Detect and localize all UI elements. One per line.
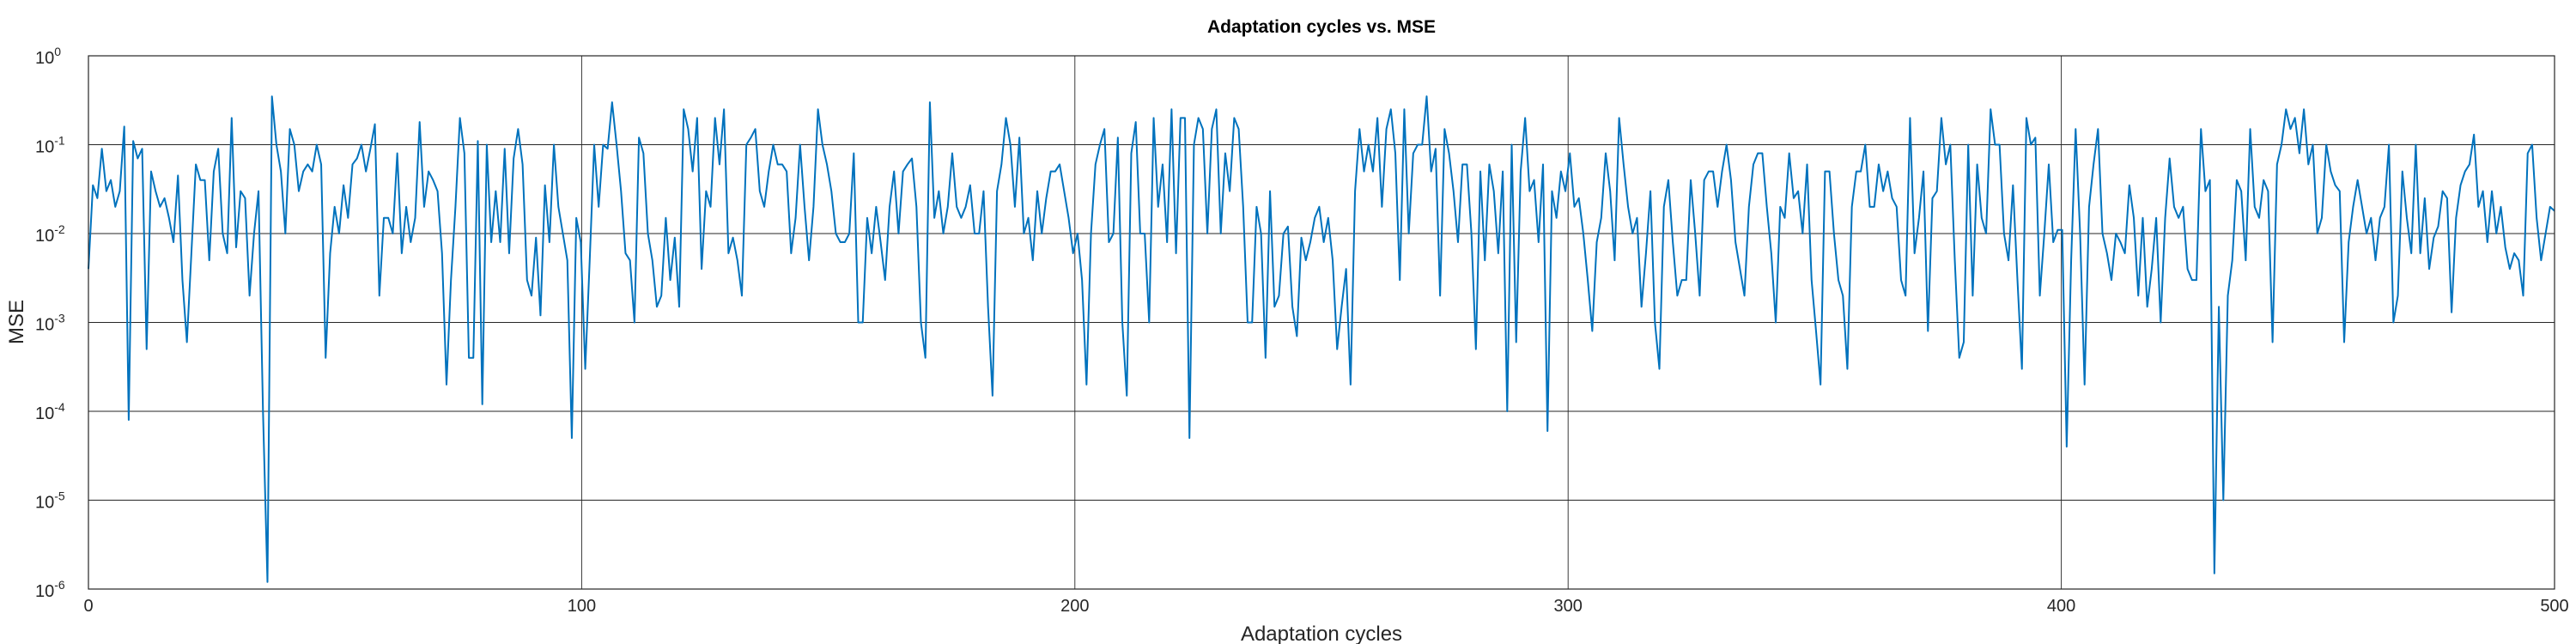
y-tick-labels: 10-6 10-5 10-4 10-3 10-2 10-1 100 [35,45,65,601]
x-tick-label: 0 [83,597,93,616]
series-layer [88,95,2555,583]
x-axis-label: Adaptation cycles [1241,623,1402,644]
y-tick-label: 10-5 [35,489,65,513]
y-tick-label: 100 [35,45,61,68]
y-tick-label: 10-6 [35,578,65,601]
x-tick-label: 400 [2047,597,2075,616]
x-tick-label: 200 [1060,597,1089,616]
y-tick-label: 10-2 [35,222,65,246]
y-tick-label: 10-3 [35,312,65,335]
plot-frame [88,55,2555,590]
x-tick-labels: 0 100 200 300 400 500 [83,597,2568,616]
y-tick-label: 10-4 [35,400,65,423]
series-line [88,95,2555,583]
x-tick-label: 100 [568,597,596,616]
y-tick-label: 10-1 [35,134,65,157]
y-axis-label: MSE [5,300,28,344]
x-tick-label: 300 [1554,597,1583,616]
x-tick-label: 500 [2540,597,2568,616]
chart-title: Adaptation cycles vs. MSE [1207,17,1436,37]
